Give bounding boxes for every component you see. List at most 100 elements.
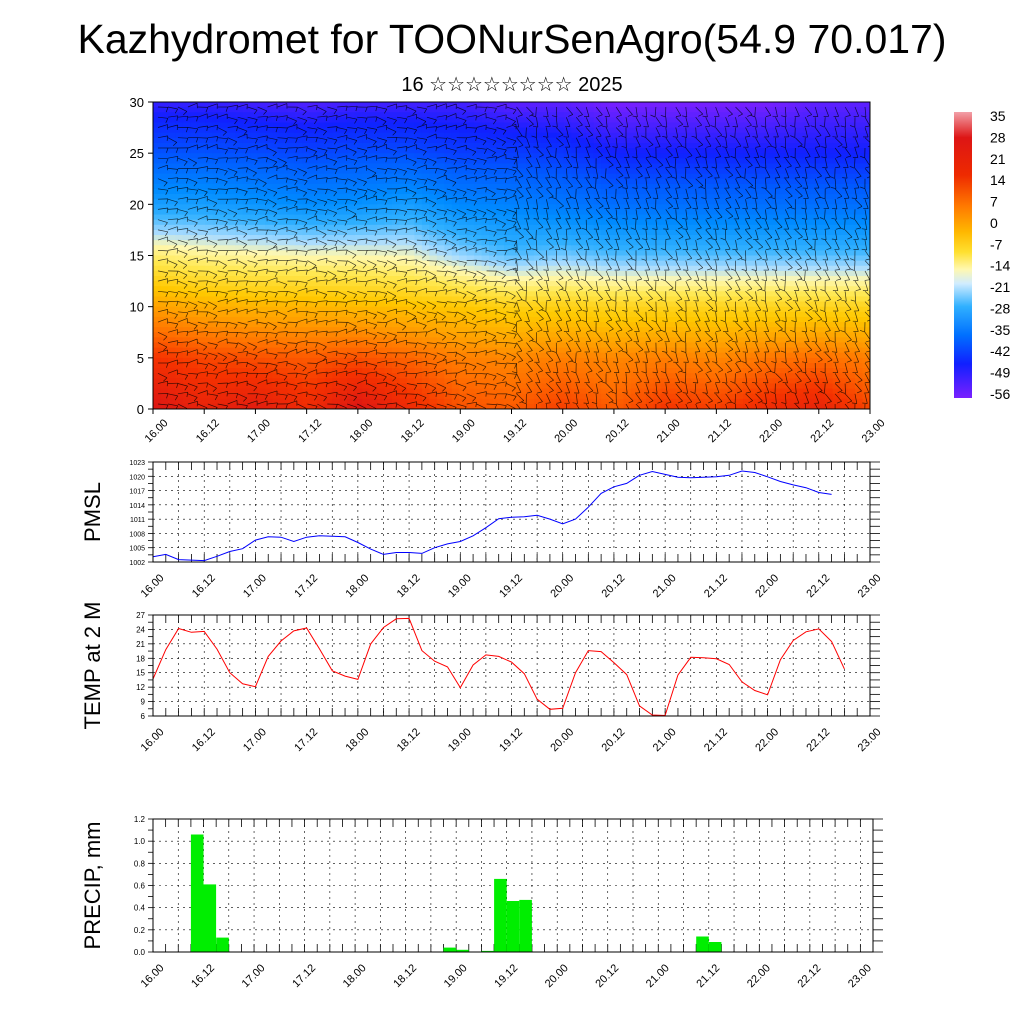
heat-cell bbox=[324, 332, 333, 338]
heat-cell bbox=[593, 183, 602, 190]
heat-cell bbox=[541, 373, 550, 379]
heat-cell bbox=[705, 301, 714, 308]
heat-cell bbox=[354, 337, 363, 344]
heat-cell bbox=[227, 362, 236, 369]
heat-cell bbox=[444, 142, 453, 149]
heat-cell bbox=[757, 158, 767, 164]
heat-cell bbox=[265, 158, 274, 164]
heat-cell bbox=[257, 214, 266, 221]
heat-cell bbox=[324, 301, 333, 308]
heat-cell bbox=[735, 281, 744, 287]
heat-cell bbox=[518, 388, 528, 395]
heat-cell bbox=[563, 112, 572, 118]
heat-cell bbox=[556, 327, 565, 333]
heat-cell bbox=[279, 286, 289, 292]
heat-cell bbox=[347, 291, 356, 298]
heat-cell bbox=[698, 235, 707, 241]
heat-cell bbox=[601, 117, 610, 124]
heat-cell bbox=[354, 403, 363, 409]
heat-cell bbox=[212, 199, 221, 205]
heat-cell bbox=[489, 265, 498, 272]
heat-cell bbox=[518, 153, 528, 159]
heat-cell bbox=[548, 245, 557, 251]
heat-cell bbox=[279, 291, 289, 298]
heat-cell bbox=[257, 337, 266, 344]
heat-cell bbox=[302, 163, 311, 170]
heat-cell bbox=[489, 398, 498, 405]
heat-cell bbox=[302, 153, 311, 159]
heat-cell bbox=[571, 178, 580, 185]
heat-cell bbox=[511, 102, 520, 108]
heat-cell bbox=[190, 153, 199, 159]
heat-cell bbox=[690, 235, 699, 241]
heat-cell bbox=[294, 383, 303, 390]
heat-cell bbox=[556, 281, 565, 287]
heat-cell bbox=[526, 286, 535, 292]
heat-cell bbox=[160, 117, 169, 124]
heat-cell bbox=[235, 163, 244, 170]
heat-cell bbox=[668, 270, 677, 277]
heat-cell bbox=[541, 357, 550, 364]
heat-cell bbox=[556, 163, 565, 170]
heat-cell bbox=[347, 286, 356, 292]
heat-cell bbox=[571, 260, 580, 267]
heat-cell bbox=[705, 357, 714, 364]
heat-cell bbox=[317, 112, 326, 118]
heat-cell bbox=[384, 245, 393, 251]
heat-cell bbox=[765, 301, 774, 308]
heat-cell bbox=[526, 132, 535, 139]
heat-cell bbox=[444, 178, 453, 185]
heat-cell bbox=[616, 327, 625, 333]
heat-cell bbox=[414, 286, 423, 292]
heat-cell bbox=[459, 112, 468, 118]
heat-cell bbox=[750, 275, 759, 282]
heat-cell bbox=[347, 204, 356, 211]
heat-cell bbox=[474, 240, 483, 246]
heat-cell bbox=[309, 117, 318, 124]
heat-cell bbox=[683, 357, 692, 364]
heat-cell bbox=[735, 229, 744, 236]
heat-cell bbox=[466, 388, 475, 395]
heat-cell bbox=[735, 209, 744, 216]
heat-cell bbox=[668, 214, 677, 221]
heat-cell bbox=[466, 183, 475, 190]
heat-cell bbox=[235, 270, 244, 277]
heat-cell bbox=[294, 153, 303, 159]
heat-cell bbox=[533, 163, 542, 170]
heat-cell bbox=[205, 107, 214, 113]
heat-cell bbox=[765, 158, 774, 164]
heat-cell bbox=[690, 183, 699, 190]
heat-cell bbox=[265, 393, 274, 400]
heat-cell bbox=[227, 322, 236, 328]
heat-cell bbox=[533, 260, 542, 267]
heat-cell bbox=[504, 235, 513, 241]
heat-cell bbox=[414, 306, 423, 313]
heat-cell bbox=[406, 270, 416, 277]
heat-cell bbox=[197, 270, 206, 277]
heat-cell bbox=[772, 158, 781, 164]
heat-cell bbox=[257, 373, 266, 379]
heat-cell bbox=[735, 352, 744, 359]
heat-cell bbox=[160, 142, 169, 149]
heat-cell bbox=[197, 352, 206, 359]
heat-cell bbox=[518, 107, 528, 113]
heat-cell bbox=[190, 173, 199, 180]
heat-cell bbox=[720, 393, 729, 400]
heat-cell bbox=[354, 306, 363, 313]
heat-cell bbox=[496, 240, 505, 246]
heat-cell bbox=[578, 388, 587, 395]
heat-cell bbox=[279, 398, 289, 405]
heat-cell bbox=[556, 137, 565, 144]
heat-cell bbox=[474, 214, 483, 221]
heat-cell bbox=[235, 388, 244, 395]
heat-cell bbox=[377, 260, 386, 267]
heat-cell bbox=[399, 301, 408, 308]
heat-cell bbox=[294, 260, 303, 267]
heat-cell bbox=[668, 173, 677, 180]
heat-cell bbox=[272, 142, 281, 149]
heat-cell bbox=[616, 214, 625, 221]
heat-cell bbox=[205, 291, 214, 298]
heat-cell bbox=[444, 286, 453, 292]
heat-cell bbox=[279, 342, 289, 349]
heat-cell bbox=[518, 214, 528, 221]
